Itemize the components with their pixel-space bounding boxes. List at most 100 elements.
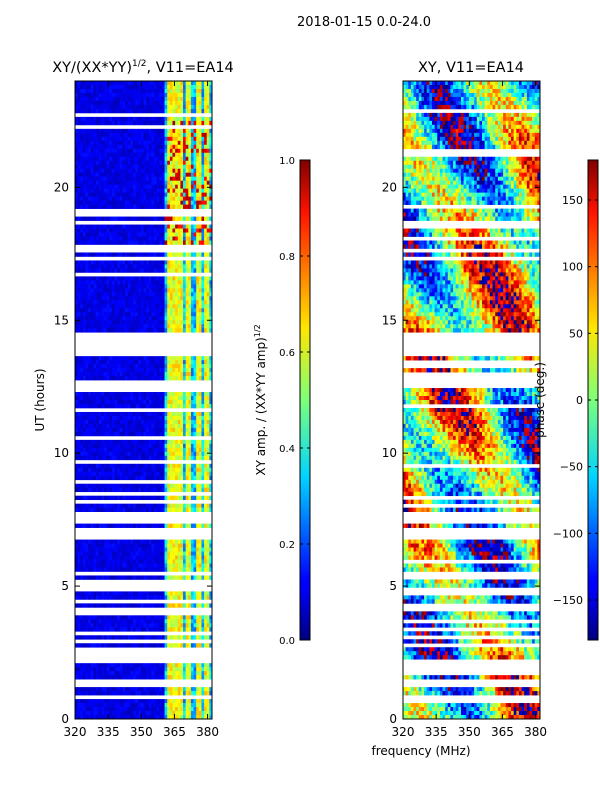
heatmap-cell [75,555,78,560]
heatmap-cell [161,495,165,501]
heatmap-cell [122,308,126,313]
heatmap-cell [106,288,110,293]
heatmap-cell [146,455,150,461]
heatmap-cell [119,523,123,528]
heatmap-cell [148,300,152,305]
heatmap-cell [159,184,163,190]
heatmap-cell [201,523,205,528]
heatmap-cell [75,451,78,457]
heatmap-cell [140,443,144,449]
heatmap-cell [146,192,150,197]
heatmap-cell [75,376,78,381]
heatmap-cell [188,471,192,477]
heatmap-cell [172,419,176,425]
heatmap-cell [101,108,105,114]
heatmap-cell [85,104,89,110]
heatmap-cell [140,264,144,269]
heatmap-cell [127,328,131,333]
heatmap-cell [190,172,194,178]
heatmap-cell [109,324,113,329]
heatmap-cell [80,140,84,146]
heatmap-cell [196,547,200,552]
heatmap-cell [185,276,189,281]
heatmap-cell [106,543,110,548]
heatmap-cell [127,160,131,166]
heatmap-cell [209,415,213,421]
heatmap-cell [148,268,152,273]
heatmap-cell [209,120,213,126]
heatmap-cell [135,300,139,305]
heatmap-cell [75,431,78,437]
heatmap-cell [154,236,158,241]
heatmap-cell [111,81,115,86]
heatmap-cell [198,300,202,305]
heatmap-cell [96,563,100,568]
heatmap-cell [111,447,115,453]
heatmap-cell [117,523,121,528]
heatmap-cell [106,232,110,237]
heatmap-cell [130,192,134,197]
heatmap-cell [146,264,150,269]
heatmap-cell [119,92,123,98]
heatmap-cell [125,156,129,162]
heatmap-cell [143,180,147,186]
heatmap-cell [151,280,155,285]
heatmap-cell [77,356,81,361]
heatmap-cell [161,392,165,397]
heatmap-cell [101,316,105,321]
heatmap-cell [138,224,142,229]
heatmap-cell [111,455,115,461]
heatmap-cell [143,360,147,365]
heatmap-cell [164,419,168,425]
heatmap-cell [82,487,86,493]
heatmap-cell [148,415,152,421]
heatmap-cell [185,316,189,321]
heatmap-cell [101,184,105,190]
heatmap-cell [180,463,184,469]
heatmap-cell [188,172,192,178]
heatmap-cell [103,595,107,600]
heatmap-cell [164,539,168,544]
heatmap-cell [190,539,194,544]
heatmap-cell [159,439,163,445]
heatmap-cell [127,116,131,122]
heatmap-cell [140,547,144,552]
heatmap-cell [88,376,92,381]
heatmap-cell [75,443,78,449]
heatmap-cell [161,128,165,134]
heatmap-cell [175,415,179,421]
heatmap-cell [109,196,113,201]
heatmap-cell [196,471,200,477]
heatmap-cell [204,360,208,365]
heatmap-cell [101,467,105,473]
heatmap-cell [77,324,81,329]
heatmap-cell [167,324,171,329]
heatmap-cell [169,156,173,162]
heatmap-cell [125,136,129,142]
heatmap-cell [135,455,139,461]
heatmap-cell [77,591,81,596]
heatmap-cell [180,160,184,166]
heatmap-cell [80,264,84,269]
heatmap-cell [77,136,81,142]
heatmap-cell [101,595,105,600]
heatmap-cell [132,280,136,285]
heatmap-cell [140,296,144,301]
heatmap-cell [204,276,208,281]
heatmap-cell [98,88,102,94]
heatmap-cell [164,563,168,568]
heatmap-cell [77,236,81,241]
heatmap-cell [88,555,92,560]
heatmap-cell [127,575,131,580]
heatmap-cell [106,324,110,329]
heatmap-cell [106,487,110,493]
heatmap-cell [190,196,194,201]
heatmap-cell [132,156,136,162]
heatmap-cell [135,204,139,209]
heatmap-cell [156,419,160,425]
heatmap-cell [198,364,202,369]
heatmap-cell [122,300,126,305]
heatmap-cell [193,475,197,481]
heatmap-cell [193,264,197,269]
heatmap-cell [125,81,129,86]
